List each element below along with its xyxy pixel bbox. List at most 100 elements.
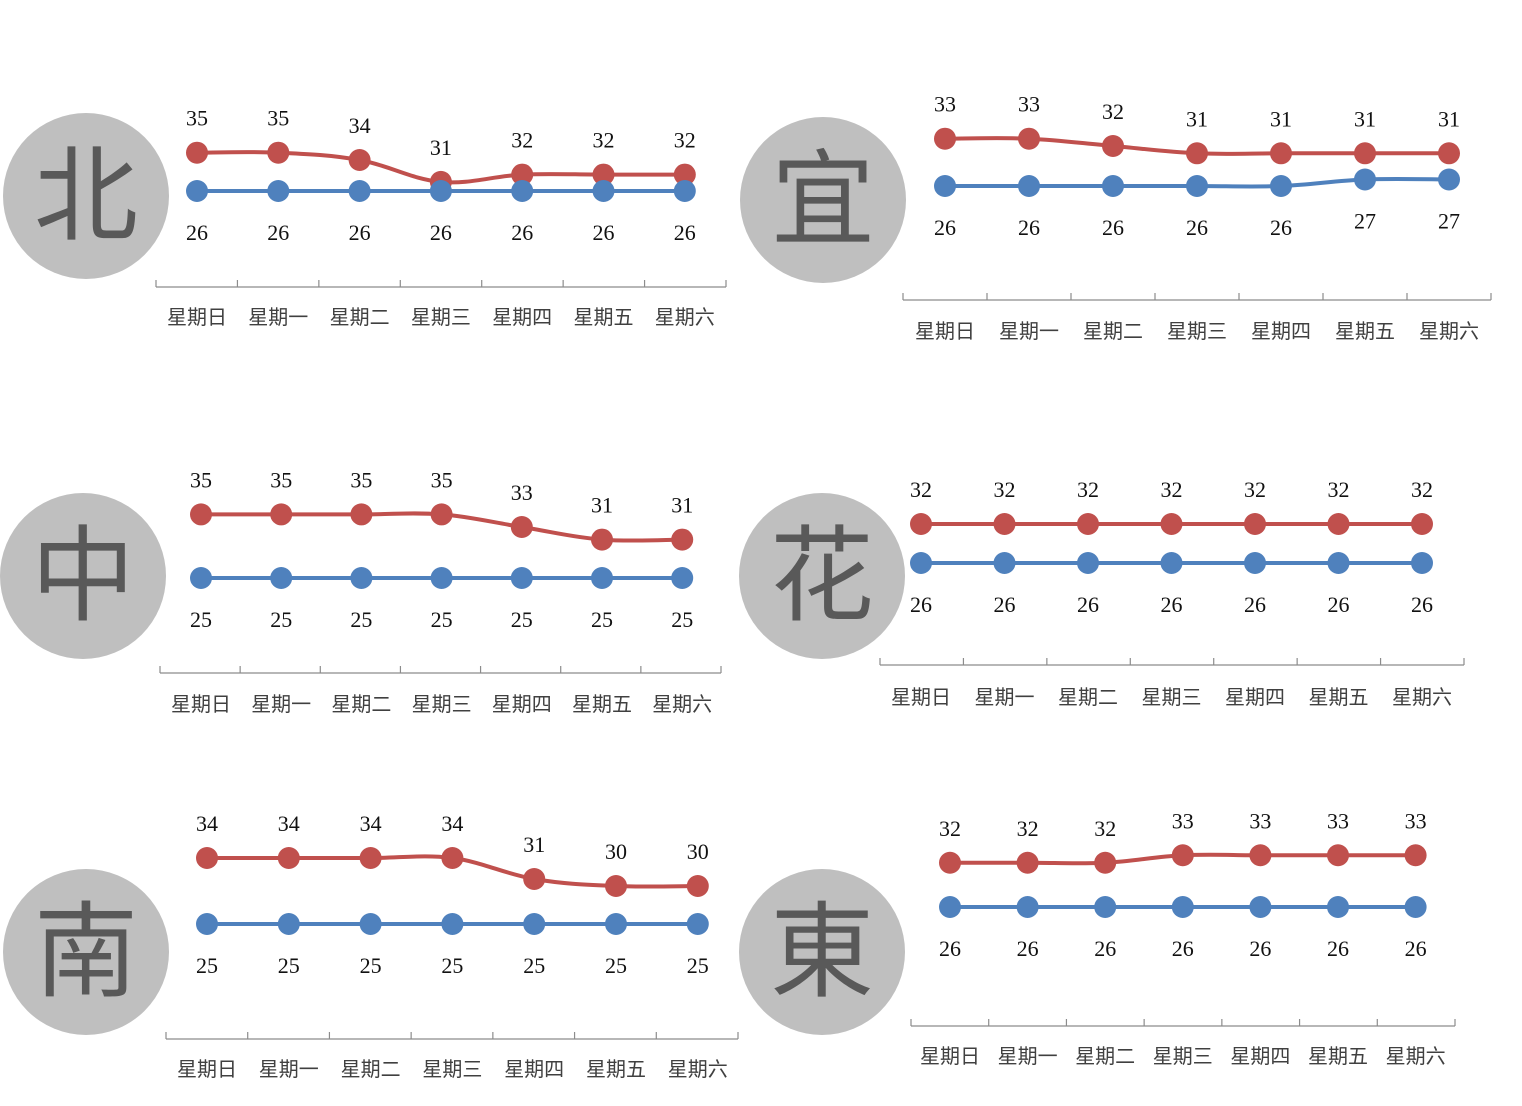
data-label-low: 25 (360, 953, 382, 978)
data-label-high: 32 (511, 128, 533, 153)
data-label-high: 32 (910, 477, 932, 502)
data-point-high (196, 847, 218, 869)
data-label-low: 26 (1244, 592, 1266, 617)
data-point-low (1249, 896, 1272, 918)
x-tick-label: 星期六 (1419, 319, 1479, 343)
data-label-high: 35 (190, 467, 212, 492)
region-badge-circle (739, 869, 905, 1035)
x-tick-label: 星期二 (330, 305, 390, 329)
data-label-high: 31 (671, 493, 693, 518)
data-label-low: 26 (1411, 592, 1433, 617)
x-tick-label: 星期二 (1058, 685, 1118, 709)
data-point-low (359, 913, 382, 935)
x-tick-label: 星期六 (668, 1057, 728, 1081)
data-label-low: 26 (1270, 215, 1292, 240)
data-label-low: 26 (1327, 936, 1349, 961)
data-label-high: 32 (1094, 816, 1116, 841)
region-badge-circle (739, 493, 905, 659)
data-label-high: 31 (523, 832, 545, 857)
data-label-low: 25 (431, 607, 453, 632)
region-badge-circle (3, 113, 169, 279)
data-label-high: 34 (441, 811, 463, 836)
region-label: 花 (770, 515, 874, 637)
x-tick-label: 星期二 (1075, 1044, 1135, 1068)
x-tick-label: 星期一 (975, 685, 1035, 709)
data-point-low (1077, 552, 1099, 574)
x-tick-label: 星期二 (341, 1057, 401, 1081)
data-label-high: 35 (267, 106, 289, 131)
data-point-low (277, 913, 300, 935)
data-point-low (1244, 552, 1266, 574)
data-point-low (511, 180, 534, 202)
data-point-low (1186, 175, 1208, 197)
data-point-high (523, 868, 546, 890)
data-label-low: 26 (511, 220, 533, 245)
data-label-high: 32 (994, 477, 1016, 502)
data-point-high (1016, 851, 1039, 874)
data-point-high (1354, 142, 1376, 165)
data-label-high: 34 (349, 113, 371, 138)
data-label-high: 31 (1438, 106, 1460, 131)
data-label-high: 32 (1411, 477, 1433, 502)
data-point-high (190, 503, 212, 526)
data-label-low: 27 (1438, 209, 1460, 234)
x-tick-label: 星期六 (655, 305, 715, 329)
x-tick-label: 星期四 (1251, 319, 1311, 343)
data-point-low (934, 175, 956, 197)
x-tick-label: 星期二 (1083, 319, 1143, 343)
data-point-high (1077, 513, 1099, 535)
data-label-low: 26 (593, 220, 615, 245)
data-label-low: 26 (349, 220, 371, 245)
data-label-low: 25 (511, 607, 533, 632)
data-label-high: 32 (1161, 477, 1183, 502)
data-label-low: 26 (1328, 592, 1350, 617)
data-point-low (196, 913, 218, 935)
data-point-low (270, 567, 293, 589)
x-tick-label: 星期日 (915, 319, 975, 343)
data-label-high: 31 (430, 135, 452, 160)
x-tick-label: 星期日 (177, 1057, 237, 1081)
x-tick-label: 星期五 (572, 692, 632, 716)
data-label-high: 34 (278, 811, 300, 836)
data-label-high: 33 (1172, 808, 1194, 833)
x-tick-label: 星期一 (999, 319, 1059, 343)
data-point-high (591, 528, 613, 551)
region-label: 北 (34, 135, 138, 257)
data-point-high (934, 127, 956, 150)
data-label-low: 25 (190, 607, 212, 632)
data-point-low (190, 567, 212, 589)
data-point-high (1171, 844, 1194, 867)
data-point-high (1411, 513, 1433, 535)
data-label-high: 31 (1354, 106, 1376, 131)
x-tick-label: 星期日 (920, 1044, 980, 1068)
data-point-high (592, 163, 615, 186)
data-label-high: 32 (1328, 477, 1350, 502)
data-point-low (441, 913, 464, 935)
data-point-high (350, 503, 373, 526)
data-label-low: 26 (674, 220, 696, 245)
data-point-low (267, 180, 290, 202)
data-label-high: 33 (1249, 808, 1271, 833)
data-label-low: 25 (270, 607, 292, 632)
x-tick-label: 星期三 (1153, 1044, 1213, 1068)
data-label-low: 25 (605, 953, 627, 978)
x-tick-label: 星期日 (171, 692, 231, 716)
data-point-high (671, 528, 694, 551)
data-point-high (1327, 844, 1349, 867)
data-point-high (430, 503, 453, 526)
data-label-low: 25 (441, 953, 463, 978)
region-badge-circle (740, 117, 906, 283)
data-point-low (1438, 168, 1460, 191)
data-label-high: 35 (431, 467, 453, 492)
data-label-low: 26 (1094, 936, 1116, 961)
data-point-low (993, 552, 1016, 574)
x-tick-label: 星期一 (259, 1057, 319, 1081)
region-label: 中 (31, 515, 135, 637)
x-tick-label: 星期四 (492, 692, 552, 716)
data-point-low (429, 180, 452, 202)
data-label-low: 27 (1354, 209, 1376, 234)
x-tick-label: 星期六 (1386, 1044, 1446, 1068)
